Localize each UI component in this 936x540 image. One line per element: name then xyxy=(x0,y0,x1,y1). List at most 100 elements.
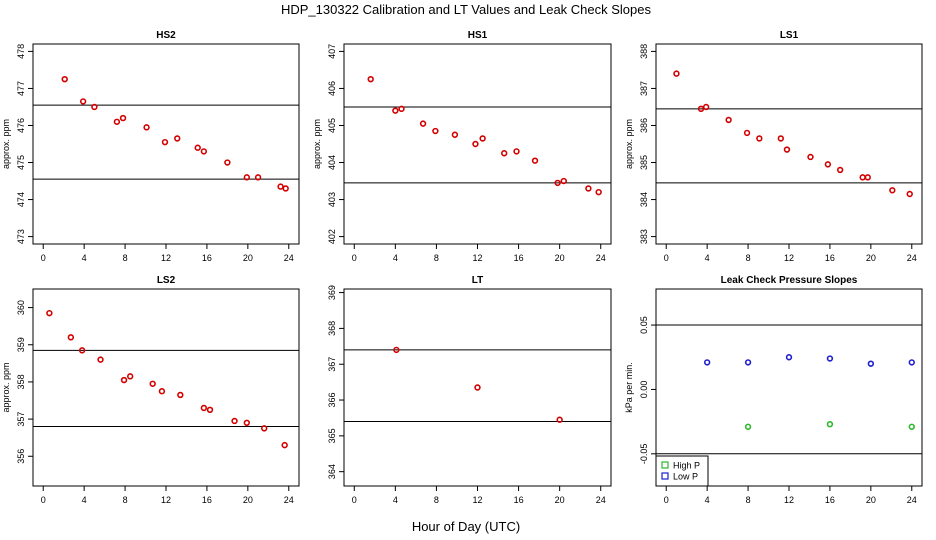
data-point xyxy=(149,380,156,387)
data-point xyxy=(906,190,913,198)
x-tick-label: 20 xyxy=(555,495,565,505)
y-tick-label: 473 xyxy=(16,229,26,244)
x-tick-label: 24 xyxy=(284,253,294,263)
x-tick-label: 0 xyxy=(41,253,46,263)
x-tick-label: 16 xyxy=(825,253,835,263)
y-tick-label: 406 xyxy=(327,81,337,96)
x-tick-label: 0 xyxy=(41,495,46,505)
x-tick-label: 20 xyxy=(243,253,253,263)
data-point xyxy=(367,75,374,83)
data-point xyxy=(393,346,400,354)
data-point xyxy=(836,166,844,174)
y-tick-label: 359 xyxy=(16,337,26,352)
data-point xyxy=(703,359,711,366)
data-point xyxy=(398,105,405,113)
data-point xyxy=(97,356,104,363)
x-tick-label: 4 xyxy=(705,495,710,505)
x-tick-label: 0 xyxy=(352,495,357,505)
y-tick-label: 386 xyxy=(639,118,649,133)
data-point xyxy=(826,420,834,428)
x-tick-label: 24 xyxy=(907,253,917,263)
x-tick-label: 0 xyxy=(664,253,669,263)
chart-panel: Leak Check Pressure Slopes kPa per min. 0 4… xyxy=(624,275,923,505)
panel-title: LS1 xyxy=(780,30,799,41)
y-tick-label: 403 xyxy=(327,192,337,207)
data-point xyxy=(702,103,710,111)
data-point xyxy=(78,347,86,354)
legend-label: Low P xyxy=(673,472,698,482)
y-tick-label: 365 xyxy=(327,428,337,443)
data-point xyxy=(513,148,520,155)
data-point xyxy=(392,107,399,114)
data-point xyxy=(744,359,752,366)
legend-symbol xyxy=(661,461,669,469)
y-tick-label: 368 xyxy=(327,321,337,336)
data-point xyxy=(531,157,539,164)
data-point xyxy=(479,135,486,142)
y-tick-label: 387 xyxy=(639,81,649,96)
x-tick-label: 4 xyxy=(82,253,87,263)
data-point xyxy=(673,70,680,77)
data-point xyxy=(451,131,459,138)
panel-title: HS1 xyxy=(468,30,488,41)
x-tick-label: 20 xyxy=(243,495,253,505)
x-tick-label: 8 xyxy=(746,495,751,505)
data-point xyxy=(177,391,184,399)
data-point xyxy=(419,120,427,127)
data-point xyxy=(277,183,284,190)
y-tick-label: 404 xyxy=(327,155,337,170)
data-point xyxy=(867,360,875,367)
x-tick-label: 24 xyxy=(907,495,917,505)
data-point xyxy=(243,174,251,181)
data-point xyxy=(725,116,732,124)
plot-frame xyxy=(655,43,923,245)
data-point xyxy=(61,75,68,83)
data-point xyxy=(554,179,561,187)
figure-title: HDP_130322 Calibration and LT Values and… xyxy=(281,2,652,17)
y-tick-label: 384 xyxy=(639,192,649,207)
data-point xyxy=(585,185,592,192)
x-tick-label: 4 xyxy=(393,495,398,505)
panel-title: LT xyxy=(472,275,483,286)
data-point xyxy=(174,135,181,142)
data-point xyxy=(231,417,238,425)
data-point xyxy=(243,419,251,427)
y-tick-label: 402 xyxy=(327,229,337,244)
data-point xyxy=(161,138,169,146)
y-tick-label: 357 xyxy=(16,412,26,427)
plot-frame xyxy=(32,288,300,487)
y-axis-label: approx. ppm xyxy=(624,119,634,169)
chart-panel: LT 0 4 8 12 16 20 24 364 365 366 367 368 369 xyxy=(327,275,612,505)
chart-panel: LS2 approx. ppm 0 4 8 12 16 20 24 356 357 358 359 360 xyxy=(1,275,300,505)
data-point xyxy=(432,127,439,135)
legend-label: High P xyxy=(673,461,700,471)
data-point xyxy=(254,174,262,181)
data-point xyxy=(194,144,201,151)
data-point xyxy=(785,354,793,361)
data-point xyxy=(697,105,705,113)
x-tick-label: 12 xyxy=(472,495,482,505)
data-point xyxy=(756,135,763,142)
panel-title: Leak Check Pressure Slopes xyxy=(721,275,858,286)
data-point xyxy=(556,416,563,423)
y-tick-label: 407 xyxy=(327,44,337,59)
y-tick-label: 383 xyxy=(639,229,649,244)
data-point xyxy=(472,140,479,148)
figure-xlabel: Hour of Day (UTC) xyxy=(412,519,520,534)
y-tick-label: 356 xyxy=(16,449,26,464)
x-tick-label: 24 xyxy=(284,495,294,505)
data-point xyxy=(595,188,602,196)
y-tick-label: -0.05 xyxy=(639,444,649,465)
data-point xyxy=(206,406,214,414)
data-point xyxy=(889,187,896,194)
plot-frame xyxy=(343,288,612,487)
data-point xyxy=(113,118,121,125)
x-tick-label: 20 xyxy=(555,253,565,263)
data-point xyxy=(91,103,98,111)
data-point xyxy=(281,441,288,449)
data-point xyxy=(46,309,53,317)
panel-title: HS2 xyxy=(156,30,176,41)
data-point xyxy=(908,423,915,430)
